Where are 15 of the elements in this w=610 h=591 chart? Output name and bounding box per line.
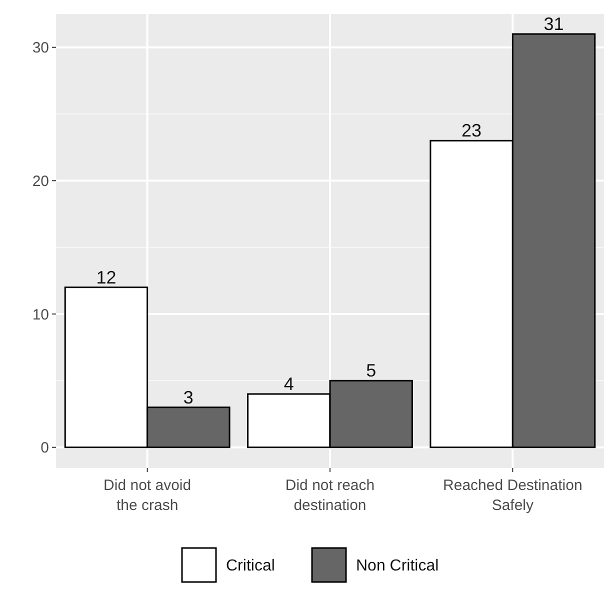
x-tick-label: Did not avoid the crash <box>104 477 192 514</box>
y-tick-label: 0 <box>40 440 49 457</box>
x-tick-label: Did not reach destination <box>285 477 375 514</box>
data-label: 31 <box>544 14 564 34</box>
legend-label: Non Critical <box>356 558 439 575</box>
y-tick-label: 10 <box>32 306 49 324</box>
x-tick-label: Reached Destination Safely <box>443 477 582 514</box>
data-label: 12 <box>96 267 116 288</box>
data-label: 3 <box>183 387 194 408</box>
data-label: 5 <box>366 360 376 381</box>
data-label: 23 <box>462 120 482 141</box>
legend-label: Critical <box>226 558 275 575</box>
y-tick-label: 30 <box>32 40 49 57</box>
data-label: 4 <box>284 374 294 394</box>
y-tick-label: 20 <box>32 172 49 190</box>
